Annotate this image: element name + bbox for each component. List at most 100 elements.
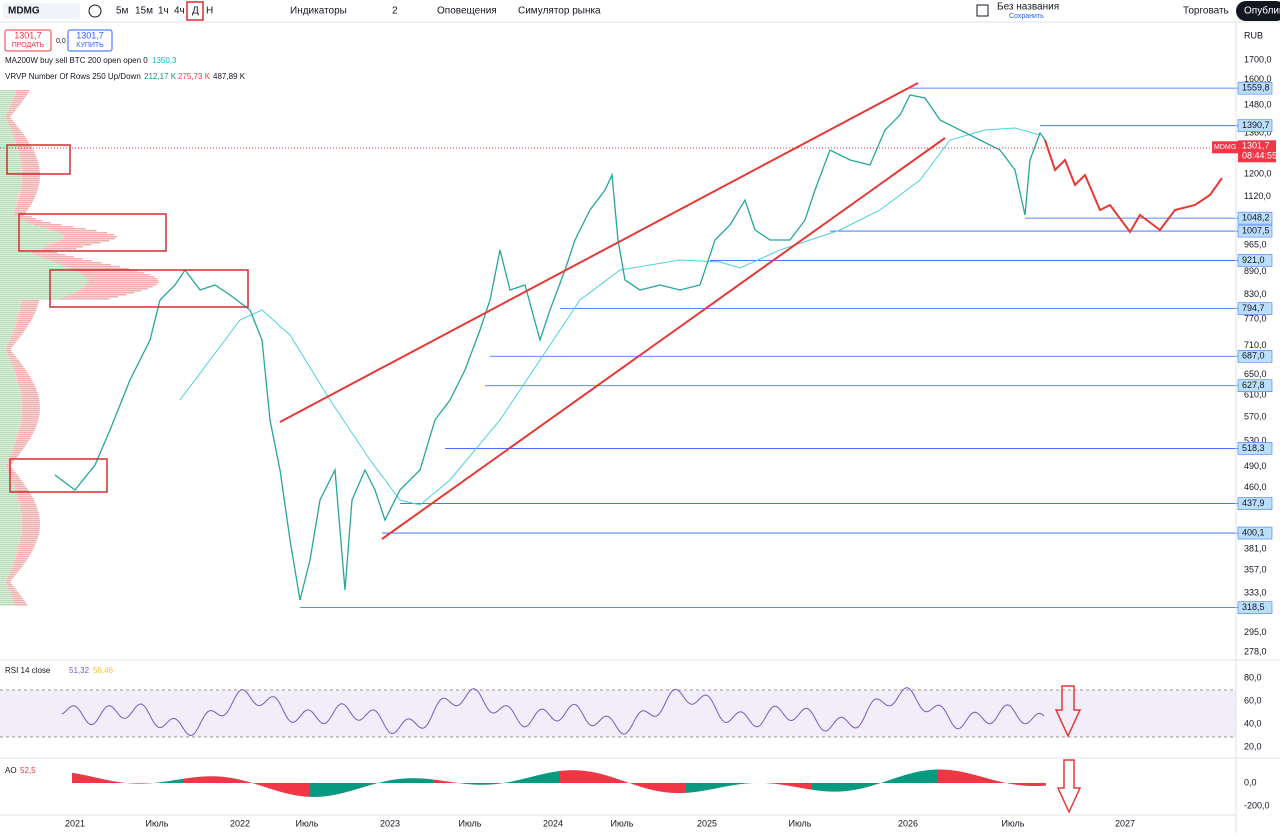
ao-bar xyxy=(870,783,872,786)
time-tick-label: 2024 xyxy=(543,818,563,828)
interval[interactable]: 15м xyxy=(135,6,153,17)
volume-profile-bar xyxy=(18,434,33,436)
layout-name[interactable]: Без названия xyxy=(997,2,1059,13)
ao-bar xyxy=(792,783,794,786)
ao-bar xyxy=(264,783,266,787)
ao-bar xyxy=(650,783,652,790)
ao-bar xyxy=(1028,783,1030,786)
volume-profile-bar xyxy=(0,122,8,124)
price-tick-label: 295,0 xyxy=(1244,627,1267,637)
ao-bar xyxy=(442,781,444,783)
buy-price[interactable]: 1301,7 xyxy=(76,30,104,40)
ao-bar xyxy=(994,780,996,783)
volume-profile-bar xyxy=(0,226,40,228)
sell-label[interactable]: ПРОДАТЬ xyxy=(12,42,45,49)
volume-profile-bar xyxy=(0,214,13,216)
volume-profile-bar xyxy=(9,124,16,126)
volume-profile-bar xyxy=(0,362,11,364)
volume-profile-bar xyxy=(0,324,16,326)
ao-bar xyxy=(304,783,306,797)
buy-label[interactable]: КУПИТЬ xyxy=(76,42,104,49)
interval[interactable]: Д xyxy=(192,6,199,17)
replay-button[interactable]: Симулятор рынка xyxy=(518,6,601,17)
ao-bar xyxy=(228,778,230,783)
volume-profile-bar xyxy=(21,538,38,540)
volume-profile-bar xyxy=(0,370,14,372)
volume-profile-bar xyxy=(0,142,16,144)
volume-profile-bar xyxy=(0,284,86,286)
volume-profile-bar xyxy=(0,552,17,554)
ao-bar xyxy=(104,780,106,783)
volume-profile-bar xyxy=(0,560,14,562)
volume-profile-bar xyxy=(9,356,16,358)
volume-profile-bar xyxy=(0,238,63,240)
ao-bar xyxy=(630,783,632,784)
ao-bar xyxy=(704,783,706,790)
volume-profile-bar xyxy=(14,370,26,372)
volume-profile-bar xyxy=(0,160,21,162)
volume-profile-bar xyxy=(0,406,22,408)
volume-profile-bar xyxy=(0,310,20,312)
volume-profile-bar xyxy=(22,522,40,524)
ao-bar xyxy=(868,783,870,787)
volume-profile-bar xyxy=(19,312,35,314)
ao-bar xyxy=(254,783,256,784)
ao-bar xyxy=(620,780,622,783)
volume-profile-bar xyxy=(0,206,16,208)
ao-bar xyxy=(1002,782,1004,783)
ao-bar xyxy=(934,770,936,783)
volume-profile-bar xyxy=(65,296,118,298)
ao-bar xyxy=(776,783,778,784)
volume-profile-bar xyxy=(0,592,10,594)
symbol[interactable]: MDMG xyxy=(8,6,40,17)
sell-price[interactable]: 1301,7 xyxy=(14,30,42,40)
volume-profile-bar xyxy=(0,150,19,152)
volume-profile-bar xyxy=(0,254,36,256)
layouts-count[interactable]: 2 xyxy=(392,6,398,17)
interval[interactable]: 4ч xyxy=(174,6,185,17)
volume-profile-bar xyxy=(22,520,40,522)
volume-profile-bar xyxy=(0,538,21,540)
interval[interactable]: 1ч xyxy=(158,6,169,17)
ao-bar xyxy=(1012,783,1014,784)
ao-bar xyxy=(142,783,144,784)
save-link[interactable]: Сохранить xyxy=(1009,13,1044,20)
alerts-button[interactable]: Оповещения xyxy=(437,6,497,17)
ao-bar xyxy=(884,782,886,783)
ao-bar xyxy=(364,783,366,787)
ao-bar xyxy=(76,774,78,783)
ao-bar xyxy=(976,775,978,783)
ao-bar xyxy=(944,770,946,783)
ao-bar xyxy=(830,783,832,792)
indicators-button[interactable]: Индикаторы xyxy=(290,6,347,17)
ao-bar xyxy=(540,775,542,783)
ao-bar xyxy=(340,783,342,793)
ao-bar xyxy=(374,783,376,784)
price-tick-label: 460,0 xyxy=(1244,482,1267,492)
ao-bar xyxy=(676,783,678,793)
ao-bar xyxy=(390,780,392,783)
volume-profile-bar xyxy=(13,366,24,368)
interval[interactable]: 5м xyxy=(116,6,129,17)
ao-bar xyxy=(372,783,374,784)
ao-bar xyxy=(592,772,594,783)
ao-bar xyxy=(326,783,328,796)
ao-bar xyxy=(812,783,814,790)
interval[interactable]: Н xyxy=(206,6,213,17)
ao-bar xyxy=(1024,783,1026,786)
trade-button[interactable]: Торговать xyxy=(1183,6,1229,17)
ao-bar xyxy=(196,777,198,783)
ao-bar xyxy=(598,773,600,783)
volume-profile-bar xyxy=(0,408,22,410)
ao-bar xyxy=(360,783,362,788)
ao-bar xyxy=(814,783,816,790)
ao-bar xyxy=(490,783,492,784)
volume-profile-bar xyxy=(7,352,13,354)
publish-label[interactable]: Опублик xyxy=(1244,5,1280,17)
ao-bar xyxy=(190,778,192,783)
ao-bar xyxy=(724,783,726,787)
ao-bar xyxy=(946,770,948,783)
ao-bar xyxy=(962,772,964,783)
volume-profile-bar xyxy=(0,572,10,574)
volume-profile-bar xyxy=(0,294,70,296)
